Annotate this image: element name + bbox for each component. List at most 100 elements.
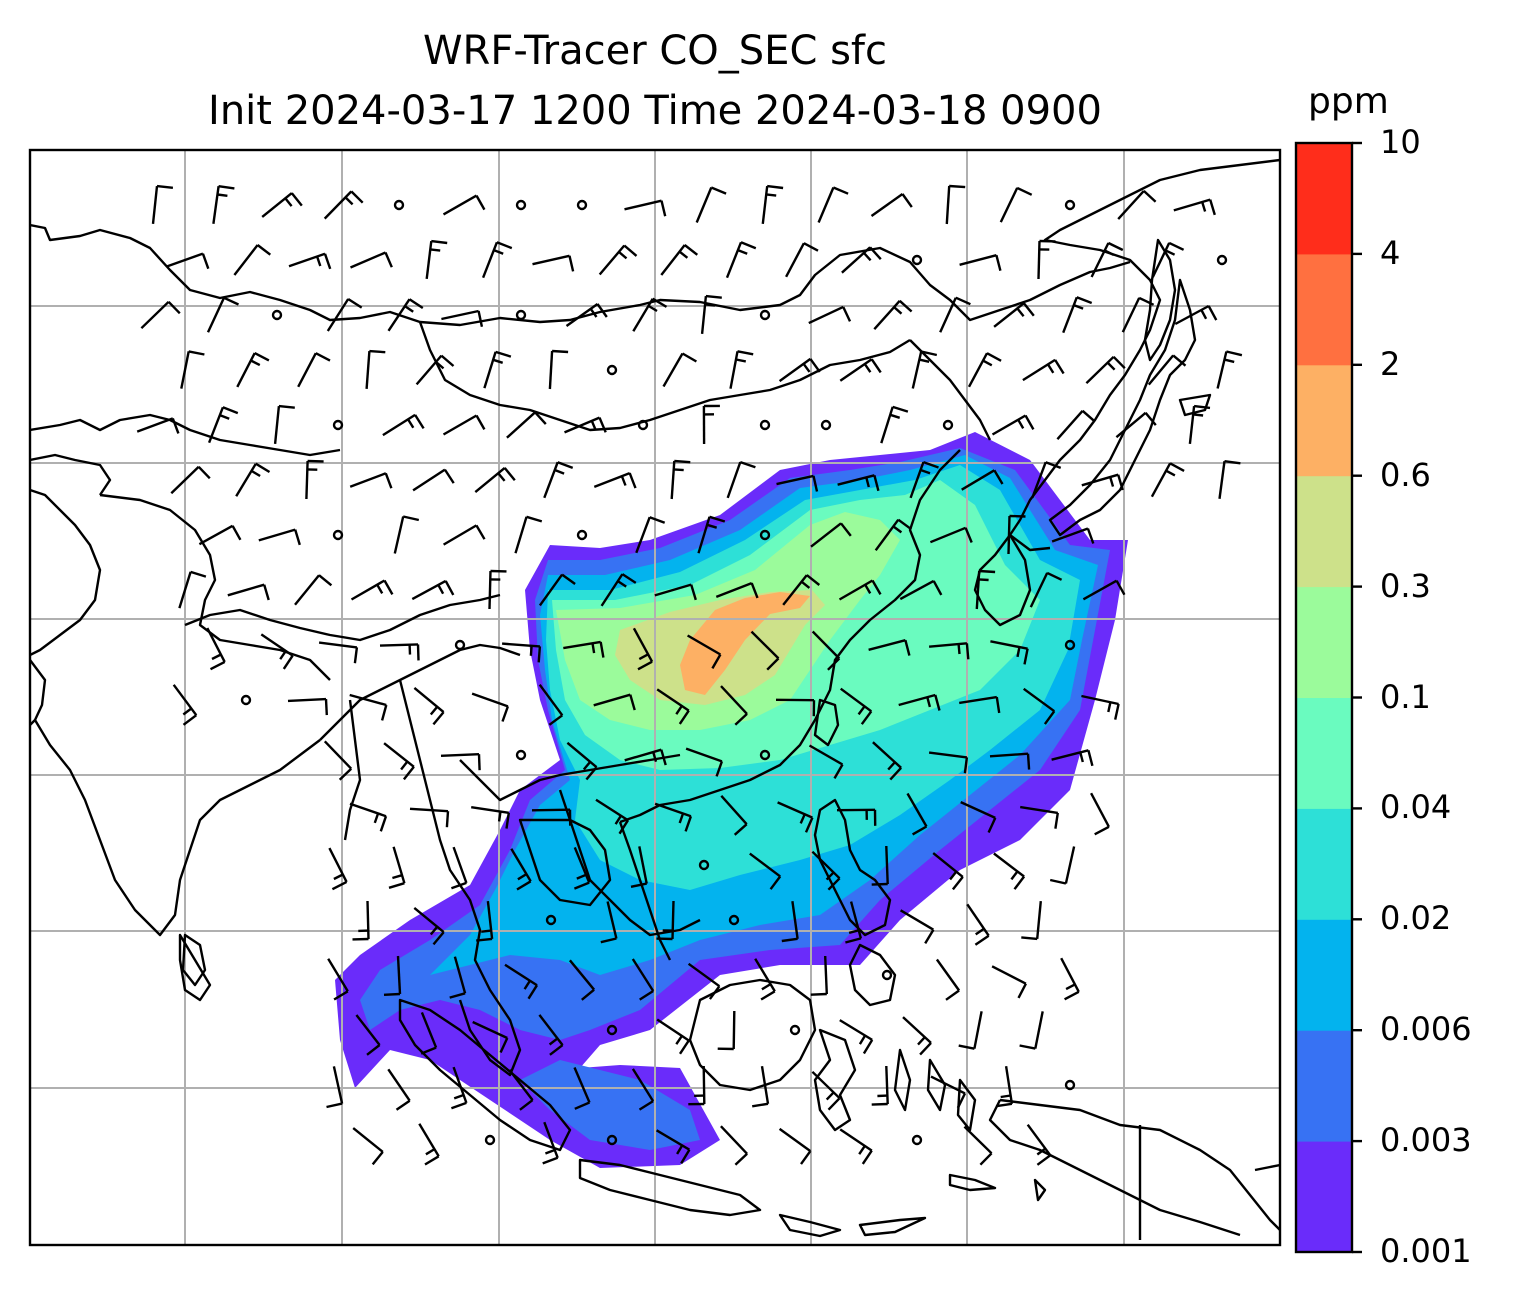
wind-barb <box>318 641 359 664</box>
wind-barb <box>1060 957 1080 1001</box>
wind-barb <box>624 748 667 766</box>
wind-barb <box>687 962 721 1000</box>
wind-barb <box>568 959 596 1001</box>
wind-barb <box>935 958 961 1001</box>
calm-wind-marker <box>1216 254 1228 266</box>
wind-barb <box>166 252 210 270</box>
wind-barb <box>387 298 424 332</box>
wind-barb <box>839 687 873 725</box>
calm-wind-marker <box>515 749 527 761</box>
wind-barb <box>178 570 207 609</box>
calm-wind-marker <box>1064 639 1076 651</box>
wind-barb <box>839 1019 874 1055</box>
wind-barb <box>1216 350 1243 389</box>
wind-barb <box>960 801 997 834</box>
wind-barb <box>632 627 654 671</box>
wind-barb <box>411 579 455 601</box>
wind-barb <box>542 1121 559 1165</box>
calm-wind-marker <box>637 419 649 431</box>
wind-barb <box>1056 409 1096 440</box>
wind-barb <box>323 740 353 781</box>
colorbar-segment <box>1296 919 1352 1031</box>
wind-barb <box>442 194 486 216</box>
wind-barb <box>624 199 667 217</box>
wind-barb <box>939 296 971 333</box>
wind-barb <box>212 185 235 224</box>
wind-barb <box>1121 296 1155 333</box>
wind-barb <box>514 515 543 554</box>
calm-wind-marker <box>332 419 344 431</box>
wind-barb <box>600 901 618 944</box>
wind-barb <box>442 524 486 546</box>
wind-barb <box>1022 687 1056 725</box>
calm-wind-marker <box>606 1134 618 1146</box>
calm-wind-marker <box>332 529 344 541</box>
wind-barb <box>868 639 911 656</box>
wind-barb <box>930 1075 967 1109</box>
wind-barb <box>811 1070 841 1111</box>
colorbar-unit-label: ppm <box>1308 81 1389 122</box>
colorbar-tick-label: 0.006 <box>1380 1010 1472 1049</box>
wind-barb <box>845 901 863 944</box>
wind-barb <box>273 404 295 445</box>
wind-barb <box>993 852 1026 890</box>
wind-barb <box>991 414 1035 436</box>
wind-barb <box>548 349 569 390</box>
wind-barb <box>906 792 928 836</box>
wind-barb <box>991 965 1027 999</box>
wind-barb <box>504 963 539 1000</box>
calm-wind-marker <box>942 419 954 431</box>
wind-barb <box>531 808 572 826</box>
wind-barbs <box>136 184 1243 1166</box>
wind-barb <box>635 516 666 554</box>
wind-barb <box>1031 461 1062 499</box>
wind-barb <box>1020 805 1059 829</box>
plume-level-8 <box>680 592 810 695</box>
wind-barb <box>327 958 349 1001</box>
wind-barb <box>573 846 591 890</box>
calm-wind-marker <box>759 419 771 431</box>
wind-barb <box>880 405 909 444</box>
wind-barb <box>1090 241 1124 278</box>
map-frame <box>28 148 1282 1247</box>
wind-barb <box>349 802 388 832</box>
wind-barb <box>902 1016 932 1056</box>
wind-barb <box>630 846 648 888</box>
wind-barb <box>227 583 270 601</box>
wind-barb <box>874 518 912 552</box>
wind-barb <box>415 354 455 386</box>
wind-barb <box>808 744 844 779</box>
wind-barb <box>999 186 1033 223</box>
wind-barb <box>1173 198 1216 216</box>
wind-barb <box>180 350 205 389</box>
colorbar-tick-label: 0.1 <box>1380 677 1431 716</box>
wind-barb <box>811 630 841 671</box>
wind-barb <box>206 627 226 671</box>
wind-barb <box>287 697 328 716</box>
wind-barb <box>654 583 697 601</box>
wind-barb <box>838 579 882 601</box>
wind-barb <box>388 846 406 889</box>
wind-barb <box>1218 460 1241 499</box>
wind-barb <box>352 1127 384 1166</box>
wind-barb <box>715 581 759 599</box>
wind-barb <box>729 350 754 389</box>
wind-barb <box>810 955 828 996</box>
wind-barb <box>929 526 973 544</box>
wind-barb <box>898 693 941 711</box>
wind-barb <box>989 752 1031 770</box>
calm-wind-marker <box>759 309 771 321</box>
wind-barb <box>1029 571 1063 608</box>
wind-barb <box>305 459 324 500</box>
wind-barb <box>472 1020 509 1054</box>
colorbar-segment <box>1296 697 1352 809</box>
wind-barb <box>1051 749 1094 767</box>
wind-barb <box>871 1065 889 1106</box>
wind-barb <box>836 808 877 826</box>
colorbar-tick-label: 10 <box>1380 123 1421 161</box>
calm-wind-marker <box>820 419 832 431</box>
wind-barb <box>695 186 727 223</box>
wind-barb <box>656 900 675 941</box>
wind-barb <box>777 801 814 833</box>
calm-wind-marker <box>789 1024 801 1036</box>
